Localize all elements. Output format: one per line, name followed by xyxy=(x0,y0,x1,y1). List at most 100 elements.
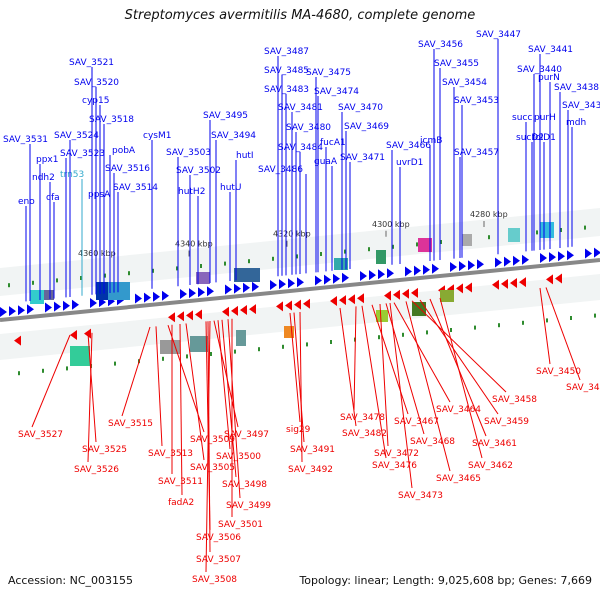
forward-gene-arrow xyxy=(459,261,466,272)
forward-gene-arrow xyxy=(558,251,565,262)
forward-gene-label: SAV_3480 xyxy=(286,123,331,133)
forward-gene-arrow xyxy=(72,299,79,310)
reverse-gene-label: SAV_3500 xyxy=(216,452,261,462)
reverse-gene-label: SAV_3461 xyxy=(472,439,517,449)
forward-gene-arrow xyxy=(423,264,430,275)
scale-label: 4360 kbp xyxy=(78,249,116,258)
forward-gene-arrow xyxy=(243,282,250,293)
genome-stats-label: Topology: linear; Length: 9,025,608 bp; … xyxy=(299,574,592,587)
reverse-gene-leader xyxy=(371,304,409,415)
reverse-gene-label: SAV_3482 xyxy=(342,429,387,439)
reverse-gene-leader xyxy=(155,326,163,447)
forward-gene-arrow xyxy=(360,271,367,281)
reverse-gene-leader xyxy=(379,303,389,447)
forward-gene-arrow xyxy=(9,306,16,317)
reverse-gene-arrow xyxy=(240,305,247,315)
minor-tick xyxy=(234,349,236,354)
feature-box xyxy=(284,326,294,338)
reverse-gene-leader xyxy=(299,311,303,463)
reverse-gene-label: SAV_3450 xyxy=(536,367,581,377)
minor-tick xyxy=(152,268,154,273)
reverse-gene-arrow xyxy=(222,306,229,317)
reverse-gene-arrow xyxy=(348,294,355,305)
genome-backbone xyxy=(0,258,600,322)
reverse-gene-label: sig29 xyxy=(286,425,311,435)
reverse-gene-label: SAV_3515 xyxy=(108,419,153,429)
forward-gene-arrow xyxy=(270,280,277,290)
minor-tick xyxy=(282,344,284,349)
forward-gene-arrow xyxy=(27,304,34,315)
reverse-gene-arrow xyxy=(294,299,301,310)
minor-tick xyxy=(594,313,596,318)
forward-gene-label: SAV_3531 xyxy=(3,135,48,145)
feature-box xyxy=(236,330,246,346)
minor-tick xyxy=(584,225,586,230)
forward-gene-arrow xyxy=(540,253,547,263)
forward-gene-label: pobA xyxy=(112,146,136,156)
reverse-gene-leader xyxy=(393,302,451,403)
feature-box xyxy=(462,234,472,246)
forward-gene-label: ndh2 xyxy=(32,173,55,183)
minor-tick xyxy=(176,266,178,271)
forward-gene-arrow xyxy=(153,291,160,302)
minor-tick xyxy=(570,316,572,320)
feature-box xyxy=(376,250,386,264)
forward-gene-arrow xyxy=(45,302,52,313)
feature-box xyxy=(44,290,54,300)
reverse-gene-label: SAV_3478 xyxy=(340,413,385,423)
feature-box xyxy=(508,228,520,242)
forward-gene-arrow xyxy=(234,283,241,294)
reverse-gene-label: fadA2 xyxy=(168,498,194,508)
forward-gene-label: SAV_3516 xyxy=(105,164,150,174)
feature-box xyxy=(160,340,180,354)
minor-tick xyxy=(42,368,44,373)
minor-tick xyxy=(128,271,130,276)
forward-gene-label: SAV_3438 xyxy=(554,83,599,93)
forward-gene-label: SAV_3484 xyxy=(278,143,323,153)
forward-gene-label: SAV_3437 xyxy=(562,101,600,111)
forward-gene-arrow xyxy=(288,278,295,289)
forward-gene-arrow xyxy=(477,259,484,270)
reverse-gene-leader xyxy=(411,300,507,393)
minor-tick xyxy=(402,332,404,337)
reverse-gene-arrow xyxy=(168,312,175,323)
forward-gene-arrow xyxy=(504,256,511,267)
forward-gene-label: SAV_3453 xyxy=(454,96,499,106)
reverse-gene-leader xyxy=(121,326,151,417)
minor-tick xyxy=(498,323,500,328)
forward-gene-label: SAV_3523 xyxy=(60,149,105,159)
reverse-gene-arrow xyxy=(492,279,499,290)
reverse-gene-leader xyxy=(31,334,71,428)
minor-tick xyxy=(378,335,380,340)
reverse-gene-arrow xyxy=(456,283,463,294)
reverse-gene-arrow xyxy=(177,311,184,322)
minor-tick xyxy=(440,240,442,244)
reverse-gene-label: SAV_3459 xyxy=(484,417,529,427)
reverse-gene-label: SAV_3476 xyxy=(372,461,417,471)
forward-gene-arrow xyxy=(414,265,421,276)
forward-gene-arrow xyxy=(207,286,214,297)
forward-gene-label: SAV_3471 xyxy=(340,153,385,163)
reverse-gene-label: SAV_3491 xyxy=(290,445,335,455)
forward-gene-label: SAV_3494 xyxy=(211,131,256,141)
minor-tick xyxy=(8,283,10,288)
minor-tick xyxy=(546,318,548,323)
reverse-gene-arrow xyxy=(330,296,337,306)
reverse-gene-label: SAV_3473 xyxy=(398,491,443,501)
forward-gene-arrow xyxy=(297,277,304,288)
forward-gene-label: SAV_3518 xyxy=(89,115,134,125)
minor-tick xyxy=(210,352,212,356)
feature-box xyxy=(334,258,348,270)
reverse-gene-arrow xyxy=(231,305,238,316)
forward-gene-label: uvrD1 xyxy=(396,158,423,168)
reverse-gene-leader xyxy=(353,306,357,411)
reverse-gene-arrow xyxy=(402,288,409,299)
scale-label: 4280 kbp xyxy=(470,210,508,219)
minor-tick xyxy=(66,366,68,371)
forward-gene-label: SAV_3487 xyxy=(264,47,309,57)
reverse-gene-leader xyxy=(439,297,483,459)
minor-tick xyxy=(114,361,116,366)
forward-gene-label: cysM1 xyxy=(143,131,171,141)
minor-tick xyxy=(450,328,452,332)
